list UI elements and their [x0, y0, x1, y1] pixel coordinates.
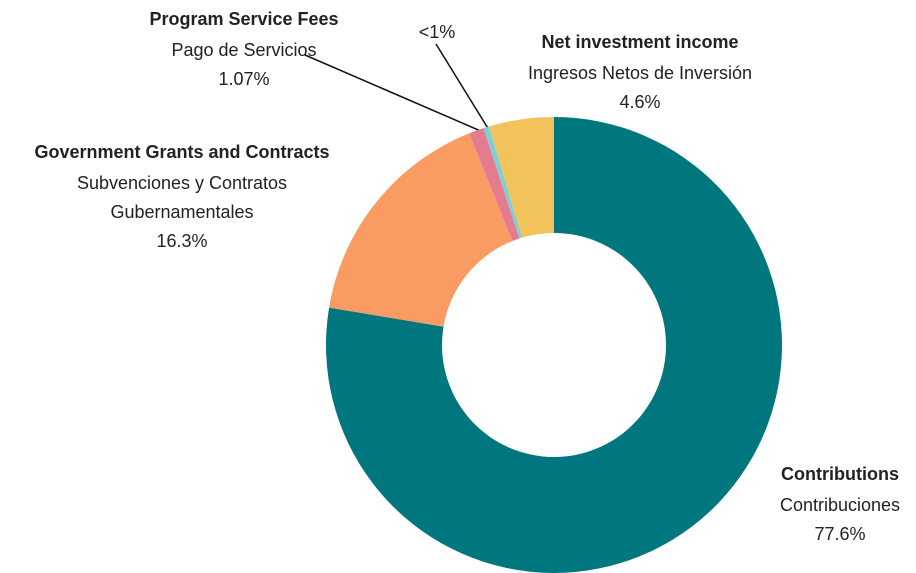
value-label: 1.07% [218, 69, 269, 89]
slice [329, 133, 513, 327]
slice-translation: Pago de Servicios [171, 40, 316, 60]
value-label: <1% [419, 22, 456, 42]
slice-translation: Ingresos Netos de Inversión [528, 63, 752, 83]
slice-translation: Gubernamentales [110, 202, 253, 222]
slice-name: Net investment income [541, 32, 738, 52]
leader-line [435, 43, 490, 131]
slice-name: Government Grants and Contracts [34, 142, 329, 162]
slice [325, 117, 782, 573]
slice [469, 128, 520, 242]
slice-translation: Subvenciones y Contratos [77, 173, 287, 193]
slice [488, 117, 554, 238]
value-label: 4.6% [619, 92, 660, 112]
value-label: 16.3% [156, 231, 207, 251]
slice-name: Program Service Fees [149, 9, 338, 29]
slice-name: Contributions [781, 464, 899, 484]
leader-line [304, 54, 484, 133]
slice-translation: Contribuciones [780, 495, 900, 515]
value-label: 77.6% [814, 524, 865, 544]
slice [483, 126, 523, 239]
